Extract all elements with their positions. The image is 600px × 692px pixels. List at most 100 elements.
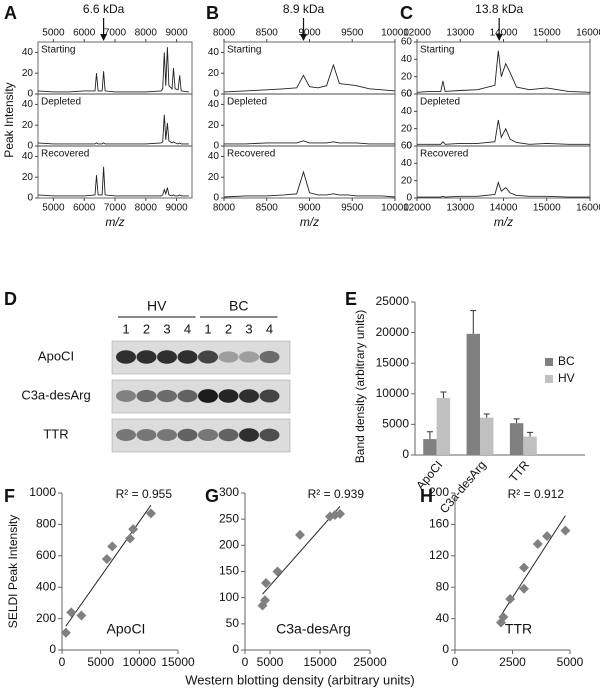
y-tick-label: 20 (208, 68, 220, 79)
spectrum-line (417, 180, 590, 198)
panel-letter: F (4, 486, 15, 506)
y-tick-label: 1000 (29, 485, 56, 499)
bar (509, 423, 524, 455)
y-tick-label: 400 (36, 579, 56, 593)
y-tick-label: 40 (401, 158, 413, 169)
y-tick-label: 0 (27, 193, 33, 204)
x-axis-label: m/z (300, 215, 319, 229)
series-name: Starting (227, 45, 261, 56)
y-axis-label: Peak Intensity (2, 82, 16, 157)
series-name: Recovered (420, 149, 468, 160)
bar (423, 439, 437, 455)
bar (523, 436, 537, 455)
panel-letter: A (4, 3, 17, 23)
spectrum-line (37, 47, 189, 93)
blot-band (177, 350, 198, 364)
data-point (145, 508, 156, 519)
data-point (101, 553, 112, 564)
x-tick-label: 15000 (533, 203, 561, 214)
y-tick-label: 20 (22, 68, 34, 79)
panel-letter: B (206, 3, 219, 23)
top-x-tick-label: 8000 (213, 28, 236, 39)
top-x-tick-label: 14000 (490, 28, 518, 39)
data-point (76, 610, 87, 621)
y-tick-label: 800 (36, 517, 56, 531)
y-tick-label: 200 (219, 538, 239, 552)
blot-band (198, 350, 218, 364)
legend-swatch (545, 358, 553, 366)
lane-label: 3 (245, 321, 252, 336)
lane-label: 1 (204, 321, 211, 336)
blot-band (157, 350, 177, 364)
y-tick-label: 0 (406, 193, 412, 204)
r-squared: R² = 0.912 (508, 487, 565, 501)
data-point (498, 612, 509, 623)
y-tick-label: 0 (213, 141, 219, 152)
error-bar (470, 310, 477, 334)
data-point (330, 509, 340, 520)
arrow-head (495, 34, 503, 41)
bar (480, 417, 494, 455)
arrow-head (300, 34, 308, 41)
r-squared: R² = 0.955 (116, 487, 173, 501)
top-x-tick-label: 9000 (298, 28, 321, 39)
series-name: Depleted (420, 97, 460, 108)
r-squared: R² = 0.939 (308, 487, 365, 501)
data-point (128, 524, 139, 535)
panel-letter: H (420, 486, 433, 506)
data-point (107, 541, 118, 552)
group-label: BC (229, 298, 248, 314)
bar (466, 333, 480, 455)
x-tick-label: 13000 (446, 203, 474, 214)
blot-band (218, 389, 239, 403)
blot-band (116, 429, 136, 441)
y-axis-label: Band density (arbitrary units) (353, 310, 367, 463)
y-tick-label: 20000 (376, 325, 410, 339)
row-label: ApoCI (38, 348, 74, 363)
y-tick-label: 120 (429, 548, 449, 562)
y-tick-label: 40 (208, 47, 220, 58)
series-name: Recovered (41, 149, 89, 160)
legend-label: BC (558, 354, 575, 368)
blot-band (198, 429, 218, 441)
y-tick-label: 0 (406, 141, 412, 152)
y-tick-label: 160 (429, 517, 449, 531)
y-tick-label: 0 (213, 89, 219, 100)
y-tick-label: 150 (219, 564, 239, 578)
blot-band (157, 429, 177, 441)
series-name: Starting (420, 45, 454, 56)
y-tick-label: 20 (401, 175, 413, 186)
x-tick-label: 5000 (87, 655, 114, 669)
x-tick-label: 0 (452, 655, 459, 669)
x-tick-label: 0 (242, 655, 249, 669)
x-tick-label: 15000 (303, 655, 337, 669)
spectrum-line (417, 119, 590, 145)
y-tick-label: 80 (436, 579, 450, 593)
y-tick-label: 5000 (382, 417, 409, 431)
x-tick-label: 12000 (403, 203, 431, 214)
x-tick-label: 7000 (104, 203, 127, 214)
series-name: Recovered (227, 149, 275, 160)
x-tick-label: 14000 (490, 203, 518, 214)
y-tick-label: 200 (429, 485, 449, 499)
y-tick-label: 50 (226, 616, 240, 630)
panel-letter: G (205, 486, 219, 506)
y-tick-label: 40 (208, 99, 220, 110)
spectrum-line (224, 140, 395, 145)
data-point (519, 583, 529, 594)
top-x-tick-label: 13000 (446, 28, 474, 39)
top-x-tick-label: 10000 (381, 28, 409, 39)
y-tick-label: 0 (442, 642, 449, 656)
blot-band (116, 350, 136, 364)
x-tick-label: 8500 (256, 203, 279, 214)
annotation: 6.6 kDa (83, 2, 125, 16)
lane-label: 2 (225, 321, 232, 336)
blot-band (259, 389, 280, 403)
y-tick-label: 10000 (376, 386, 410, 400)
x-tick-label: 16000 (576, 203, 600, 214)
blot-band (157, 389, 177, 403)
error-bar (440, 391, 447, 399)
error-bar (513, 418, 520, 424)
y-tick-label: 0 (213, 193, 219, 204)
